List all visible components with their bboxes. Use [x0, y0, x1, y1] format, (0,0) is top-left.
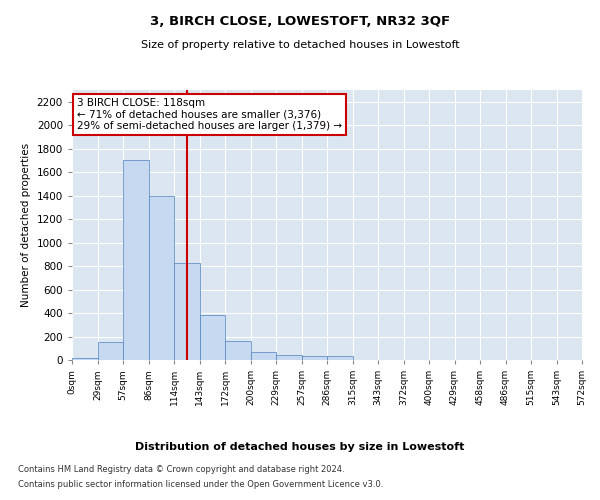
Text: 3, BIRCH CLOSE, LOWESTOFT, NR32 3QF: 3, BIRCH CLOSE, LOWESTOFT, NR32 3QF: [150, 15, 450, 28]
Bar: [123, 160, 149, 360]
Bar: [327, 356, 353, 360]
Bar: [225, 340, 251, 360]
Bar: [149, 196, 174, 360]
Bar: [276, 356, 302, 360]
Bar: [199, 316, 225, 360]
Text: Contains public sector information licensed under the Open Government Licence v3: Contains public sector information licen…: [18, 480, 383, 489]
Bar: [302, 356, 327, 360]
Text: 3 BIRCH CLOSE: 118sqm
← 71% of detached houses are smaller (3,376)
29% of semi-d: 3 BIRCH CLOSE: 118sqm ← 71% of detached …: [77, 98, 342, 132]
Text: Distribution of detached houses by size in Lowestoft: Distribution of detached houses by size …: [136, 442, 464, 452]
Bar: [72, 358, 97, 360]
Text: Contains HM Land Registry data © Crown copyright and database right 2024.: Contains HM Land Registry data © Crown c…: [18, 465, 344, 474]
Text: Size of property relative to detached houses in Lowestoft: Size of property relative to detached ho…: [140, 40, 460, 50]
Bar: [251, 352, 276, 360]
Y-axis label: Number of detached properties: Number of detached properties: [21, 143, 31, 307]
Bar: [174, 262, 199, 360]
Bar: [97, 342, 123, 360]
